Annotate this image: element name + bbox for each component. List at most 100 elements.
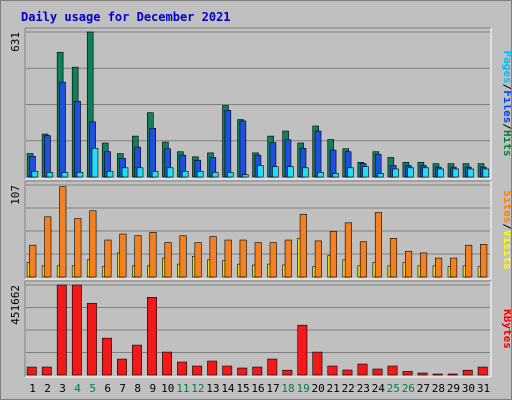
x-tick-label: 27 — [417, 382, 430, 395]
bar-pages-day-5 — [91, 147, 99, 178]
bar-files-day-15 — [239, 120, 247, 178]
bar-kbytes-day-17 — [267, 358, 278, 376]
bar-pages-day-20 — [317, 172, 324, 178]
x-tick-label: 9 — [149, 382, 156, 395]
bar-pages-day-21 — [332, 173, 339, 178]
bar-pages-day-16 — [257, 165, 264, 178]
bar-kbytes-day-14 — [222, 365, 233, 376]
bar-files-day-21 — [329, 149, 337, 178]
bar-files-day-14 — [224, 110, 232, 178]
bar-sites-day-14 — [224, 239, 232, 278]
bar-pages-day-11 — [181, 170, 189, 178]
bar-sites-day-26 — [404, 250, 413, 278]
bar-pages-day-28 — [437, 168, 444, 178]
bar-pages-day-7 — [121, 167, 129, 178]
x-tick-label: 12 — [191, 382, 204, 395]
bar-sites-day-21 — [329, 231, 337, 278]
x-tick-label: 25 — [387, 382, 400, 395]
x-tick-label: 7 — [119, 382, 126, 395]
x-tick-label: 15 — [236, 382, 249, 395]
x-tick-label: 16 — [251, 382, 264, 395]
bar-kbytes-day-25 — [387, 365, 398, 376]
bar-sites-day-15 — [239, 239, 247, 278]
bar-pages-day-13 — [211, 172, 219, 178]
bar-files-day-9 — [149, 127, 156, 178]
bar-kbytes-day-1 — [26, 366, 37, 376]
bar-kbytes-day-18 — [282, 369, 293, 376]
x-tick-label: 19 — [296, 382, 309, 395]
bar-sites-day-25 — [389, 238, 398, 278]
bar-pages-day-31 — [482, 168, 490, 178]
bar-kbytes-day-24 — [372, 368, 383, 376]
bar-pages-day-12 — [196, 170, 204, 178]
bar-kbytes-day-15 — [237, 367, 248, 376]
bar-files-day-4 — [74, 101, 81, 178]
x-tick-label: 31 — [477, 382, 490, 395]
x-tick-label: 4 — [74, 382, 81, 395]
bar-sites-day-1 — [29, 244, 37, 278]
bar-sites-day-22 — [344, 222, 352, 278]
bar-sites-day-16 — [254, 242, 262, 278]
x-tick-label: 18 — [281, 382, 294, 395]
x-tick-label: 1 — [29, 382, 36, 395]
bar-kbytes-day-16 — [252, 366, 263, 376]
bar-pages-day-18 — [287, 166, 294, 178]
x-tick-label: 24 — [372, 382, 386, 395]
bar-sites-day-2 — [44, 216, 52, 278]
legend-sites: Sites — [501, 190, 511, 223]
bar-sites-day-27 — [420, 252, 428, 278]
bar-pages-day-26 — [407, 167, 414, 178]
panel-legend: Sites/Visits — [501, 190, 511, 270]
x-tick-label: 13 — [206, 382, 219, 395]
bar-kbytes-day-30 — [462, 369, 473, 376]
bar-kbytes-day-29 — [447, 373, 458, 376]
bar-pages-day-9 — [151, 170, 159, 178]
bar-pages-day-2 — [46, 172, 54, 178]
bar-kbytes-day-4 — [71, 284, 82, 376]
bar-pages-day-25 — [392, 168, 399, 178]
x-tick-label: 6 — [104, 382, 111, 395]
bar-pages-day-27 — [422, 167, 429, 178]
bar-sites-day-8 — [134, 235, 142, 278]
panel-max-label: 451662 — [9, 285, 22, 325]
x-tick-label: 30 — [462, 382, 475, 395]
bar-sites-day-6 — [104, 239, 112, 278]
bar-pages-day-1 — [31, 170, 39, 178]
bar-kbytes-day-10 — [162, 351, 173, 376]
bar-kbytes-day-3 — [56, 284, 67, 376]
x-tick-label: 28 — [432, 382, 445, 395]
x-tick-label: 21 — [327, 382, 340, 395]
bar-sites-day-13 — [209, 236, 217, 278]
panel-max-label: 107 — [9, 185, 22, 205]
chart-title: Daily usage for December 2021 — [21, 10, 231, 24]
bar-pages-day-3 — [61, 172, 69, 178]
bar-sites-day-10 — [164, 242, 172, 278]
bar-files-day-20 — [314, 130, 322, 178]
x-tick-label: 20 — [312, 382, 325, 395]
legend-hits: Hits — [501, 130, 511, 157]
bar-kbytes-day-11 — [177, 361, 188, 376]
bar-sites-day-29 — [450, 257, 458, 278]
bar-sites-day-18 — [284, 239, 292, 278]
bar-sites-day-4 — [74, 218, 82, 278]
bar-sites-day-19 — [299, 213, 307, 278]
bar-files-day-3 — [59, 81, 66, 178]
bar-kbytes-day-20 — [312, 351, 323, 376]
bar-sites-day-3 — [59, 186, 67, 278]
bar-sites-day-23 — [359, 241, 367, 278]
bar-pages-day-30 — [467, 168, 475, 178]
x-tick-label: 26 — [402, 382, 415, 395]
bar-pages-day-22 — [347, 167, 354, 178]
bar-sites-day-5 — [89, 210, 97, 278]
bar-sites-day-11 — [179, 235, 187, 278]
panel-legend: Pages/Files/Hits — [501, 51, 511, 157]
bar-sites-day-7 — [119, 233, 127, 278]
bar-kbytes-day-23 — [357, 363, 368, 376]
bar-pages-day-15 — [242, 174, 249, 178]
x-tick-label: 2 — [44, 382, 51, 395]
bar-kbytes-day-12 — [192, 365, 203, 376]
panel-max-label: 631 — [9, 32, 22, 52]
bar-pages-day-10 — [166, 167, 174, 178]
bar-sites-day-28 — [435, 257, 443, 278]
x-tick-label: 22 — [342, 382, 355, 395]
